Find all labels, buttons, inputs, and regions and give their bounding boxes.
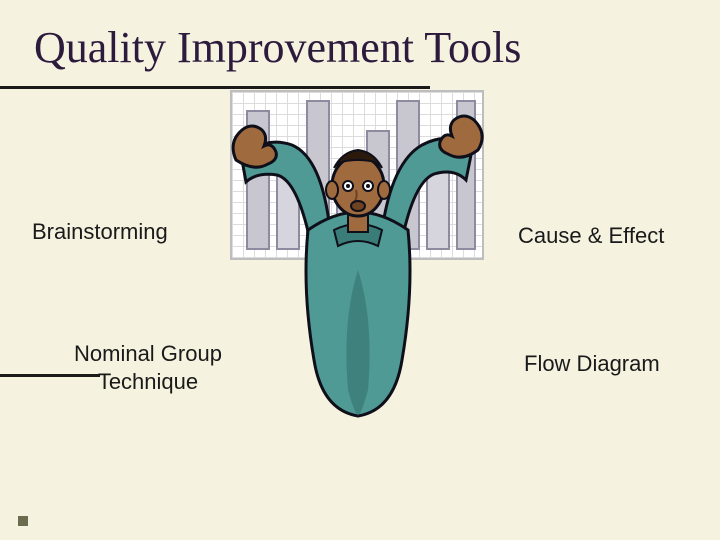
label-cause-effect: Cause & Effect	[518, 222, 664, 250]
footer-bullet-icon	[18, 516, 28, 526]
title-underline	[0, 86, 430, 89]
label-flow-diagram: Flow Diagram	[524, 350, 660, 378]
presenter-illustration	[222, 90, 492, 420]
accent-rule	[0, 374, 100, 377]
presenter-icon	[222, 90, 492, 420]
label-brainstorming: Brainstorming	[32, 218, 168, 246]
label-nominal-group: Nominal GroupTechnique	[74, 340, 222, 395]
slide-title: Quality Improvement Tools	[34, 22, 521, 73]
